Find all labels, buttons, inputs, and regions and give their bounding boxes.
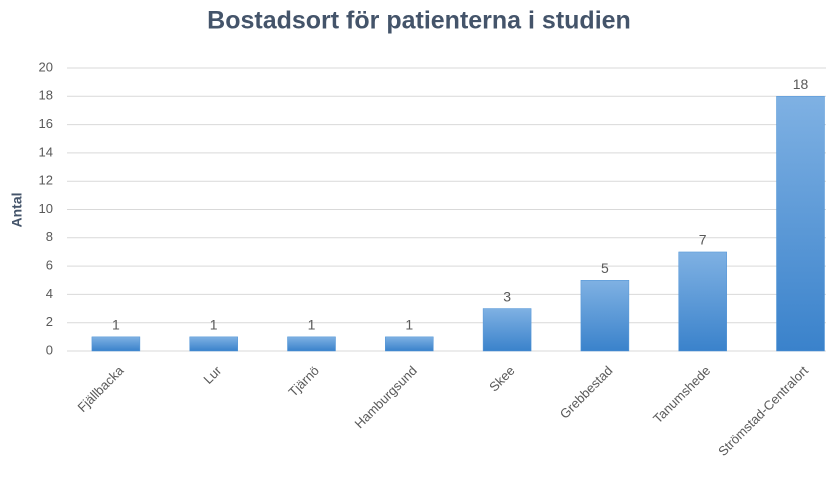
x-tick-label: Strömstad-Centralort [715,363,811,459]
y-tick-label: 18 [39,88,53,103]
x-tick-label: Fjällbacka [74,362,127,415]
bar [678,251,727,352]
y-tick-label: 20 [39,59,53,74]
data-label: 18 [793,76,809,92]
data-label: 1 [112,317,120,333]
y-tick-label: 0 [46,342,53,357]
bar [482,308,532,352]
y-tick-label: 14 [39,144,53,159]
y-tick-label: 6 [46,258,53,273]
data-label: 1 [210,317,218,333]
y-tick-label: 8 [46,229,53,244]
bar [580,280,630,352]
bar [91,336,141,352]
y-tick-label: 10 [39,201,53,216]
x-tick-label: Tjärnö [285,363,322,400]
bar [287,336,336,352]
data-label: 5 [601,260,609,276]
y-tick-label: 12 [39,173,53,188]
x-tick-label: Tanumshede [650,363,713,426]
y-tick-label: 2 [46,314,53,329]
bar [385,336,434,352]
y-tick-label: 16 [39,116,53,131]
x-tick-label: Hamburgsund [352,363,420,431]
bar [776,96,825,352]
chart-title: Bostadsort för patienterna i studien [207,7,631,35]
bar [189,336,238,352]
x-tick-label: Skee [486,363,518,395]
y-axis-title: Antal [9,193,25,228]
data-label: 1 [405,317,413,333]
data-label: 3 [503,288,511,304]
x-tick-label: Grebbestad [557,363,616,422]
y-tick-label: 4 [46,286,53,301]
x-tick-label: Lur [200,362,224,386]
data-label: 1 [308,317,316,333]
data-label: 7 [699,232,707,248]
